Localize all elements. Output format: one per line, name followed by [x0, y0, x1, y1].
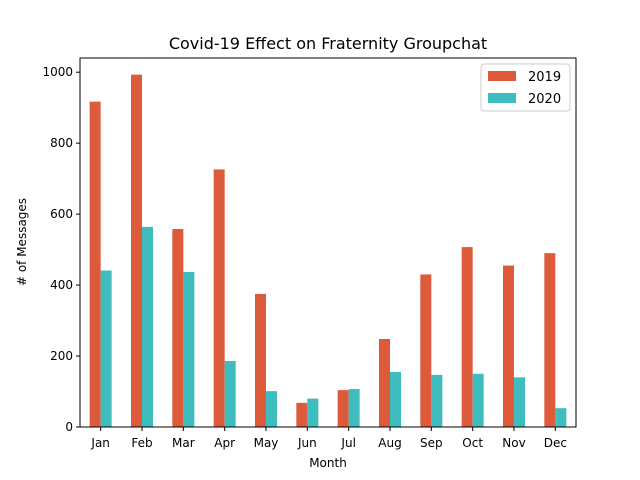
y-tick-label: 400 — [50, 278, 73, 292]
bar-2020-Mar — [183, 271, 195, 427]
x-axis-label: Month — [309, 456, 347, 470]
bar-2020-May — [266, 391, 277, 427]
x-tick-label-Nov: Nov — [502, 436, 525, 450]
bar-2020-Jan — [100, 270, 112, 427]
x-tick-label-Mar: Mar — [172, 436, 195, 450]
bar-2020-Nov — [514, 377, 525, 427]
x-tick-label-Feb: Feb — [131, 436, 152, 450]
bar-2020-Aug — [390, 372, 401, 427]
bar-2019-Sep — [420, 274, 432, 427]
y-tick-label: 1000 — [42, 65, 73, 79]
legend-label-2020: 2020 — [528, 92, 561, 107]
y-tick-label: 600 — [50, 207, 73, 221]
x-tick-label-Jun: Jun — [297, 436, 317, 450]
bar-2020-Feb — [142, 226, 153, 427]
bar-2019-Feb — [131, 74, 142, 427]
x-tick-label-Sep: Sep — [420, 436, 443, 450]
bar-2019-Dec — [544, 253, 556, 427]
bar-2020-Apr — [224, 361, 236, 427]
legend: 2019 2020 — [480, 63, 571, 112]
x-tick-label-Jan: Jan — [90, 436, 110, 450]
bar-2019-Mar — [172, 229, 184, 427]
bar-2019-Apr — [213, 169, 225, 428]
y-axis-label: # of Messages — [15, 198, 29, 286]
legend-swatch-2020 — [488, 93, 516, 103]
bar-2019-Aug — [379, 339, 390, 427]
x-tick-label-Dec: Dec — [544, 436, 567, 450]
bar-2019-Nov — [503, 265, 514, 427]
legend-label-2019: 2019 — [528, 70, 561, 85]
bar-2019-Jul — [337, 390, 349, 427]
bar-2020-Jul — [348, 389, 360, 427]
bars-group — [89, 74, 567, 428]
bar-2019-Oct — [461, 247, 473, 427]
bar-2020-Sep — [431, 374, 443, 427]
y-tick-label: 200 — [50, 349, 73, 363]
bar-2019-May — [255, 293, 266, 427]
legend-swatch-2019 — [488, 71, 516, 81]
chart-title: Covid-19 Effect on Fraternity Groupchat — [169, 34, 487, 53]
bar-2020-Jun — [307, 398, 319, 427]
bar-2019-Jan — [89, 101, 101, 427]
x-tick-label-May: May — [254, 436, 279, 450]
y-tick-label: 0 — [65, 420, 73, 434]
bar-2019-Jun — [296, 402, 308, 427]
x-tick-label-Oct: Oct — [462, 436, 483, 450]
bar-2020-Dec — [555, 408, 567, 427]
y-axis: 0 200 400 600 800 1000 — [42, 65, 80, 434]
x-tick-label-Aug: Aug — [378, 436, 401, 450]
y-tick-label: 800 — [50, 136, 73, 150]
x-axis: Jan Feb Mar Apr May Jun Jul Aug Sep Oct Nov Dec — [90, 427, 567, 450]
x-tick-label-Apr: Apr — [214, 436, 235, 450]
plot-frame — [79, 57, 577, 428]
bar-2020-Oct — [472, 373, 484, 427]
x-tick-label-Jul: Jul — [340, 436, 355, 450]
